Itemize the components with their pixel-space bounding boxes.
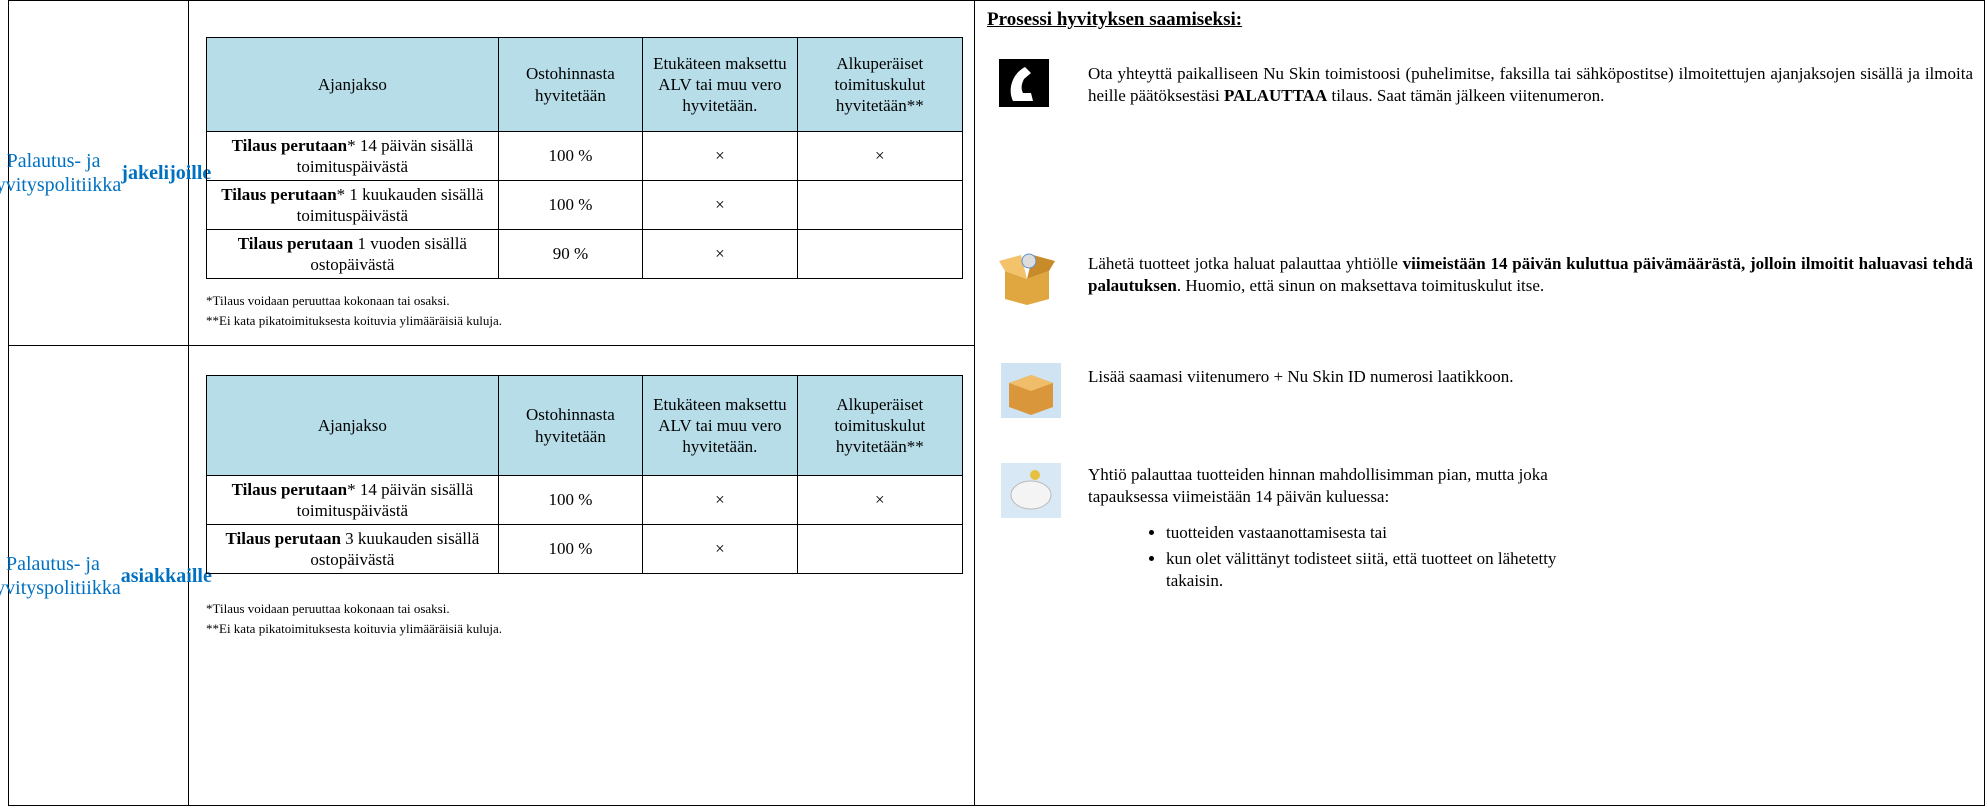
table-cell — [797, 181, 962, 230]
text-run: Tilaus perutaan — [221, 185, 336, 204]
header-cell: Ostohinnasta hyvitetään — [498, 376, 642, 476]
table-cell: Tilaus perutaan* 14 päivän sisällä toimi… — [207, 132, 499, 181]
section-distributors: Palautus- ja hyvityspolitiikka jakelijoi… — [8, 0, 975, 346]
section-label: Palautus- ja hyvityspolitiikka jakelijoi… — [9, 1, 189, 345]
table-cell: × — [643, 476, 798, 525]
table-cell: × — [643, 181, 798, 230]
page: Palautus- ja hyvityspolitiikka jakelijoi… — [0, 0, 1988, 806]
table-cell: Tilaus perutaan 3 kuukauden sisällä osto… — [207, 525, 499, 574]
section-customers: Palautus- ja hyvityspolitiikka asiakkail… — [8, 345, 975, 806]
header-cell: Alkuperäiset toimituskulut hyvitetään** — [797, 376, 962, 476]
table-cell: × — [797, 476, 962, 525]
text-run: asiakkaille — [121, 564, 212, 588]
table-cell: Tilaus perutaan* 14 päivän sisällä toimi… — [207, 476, 499, 525]
table-cell: Tilaus perutaan* 1 kuukauden sisällä toi… — [207, 181, 499, 230]
box-icon — [999, 249, 1055, 305]
package-icon — [1001, 363, 1061, 418]
header-cell: Alkuperäiset toimituskulut hyvitetään** — [797, 38, 962, 132]
table-row: Tilaus perutaan 1 vuoden sisällä ostopäi… — [207, 230, 963, 279]
table-row: Tilaus perutaan* 1 kuukauden sisällä toi… — [207, 181, 963, 230]
table-cell: 100 % — [498, 476, 642, 525]
text-run: Lisää saamasi viitenumero + Nu Skin ID n… — [1088, 367, 1514, 386]
note: **Ei kata pikatoimituksesta koituvia yli… — [206, 311, 502, 331]
table-cell: 100 % — [498, 181, 642, 230]
process-panel: Prosessi hyvityksen saamiseksi: Ota yhte… — [975, 0, 1985, 806]
bullet: tuotteiden vastaanottamisesta tai — [1166, 522, 1558, 544]
header-cell: Ajanjakso — [207, 376, 499, 476]
notes: *Tilaus voidaan peruuttaa kokonaan tai o… — [206, 291, 502, 331]
process-title: Prosessi hyvityksen saamiseksi: — [987, 9, 1242, 31]
table-cell: × — [797, 132, 962, 181]
note: *Tilaus voidaan peruuttaa kokonaan tai o… — [206, 291, 502, 311]
text-run: Tilaus perutaan — [226, 529, 341, 548]
text-run: Palautus- ja hyvityspolitiikka — [0, 149, 121, 197]
table-row: Tilaus perutaan* 14 päivän sisällä toimi… — [207, 476, 963, 525]
notes: *Tilaus voidaan peruuttaa kokonaan tai o… — [206, 599, 502, 639]
header-cell: Etukäteen maksettu ALV tai muu vero hyvi… — [643, 38, 798, 132]
table-cell: × — [643, 230, 798, 279]
bullet-list: tuotteiden vastaanottamisesta tai kun ole… — [1088, 522, 1558, 592]
text-run: Tilaus perutaan — [238, 234, 353, 253]
table-cell: × — [643, 132, 798, 181]
table-cell — [797, 525, 962, 574]
process-step: Yhtiö palauttaa tuotteiden hinnan mahdol… — [1088, 464, 1558, 596]
text-run: PALAUTTAA — [1224, 86, 1327, 105]
table-cell: 100 % — [498, 525, 642, 574]
process-step: Lähetä tuotteet jotka haluat palauttaa y… — [1088, 253, 1973, 297]
header-cell: Ajanjakso — [207, 38, 499, 132]
table-cell: 90 % — [498, 230, 642, 279]
piggybank-icon — [1001, 463, 1061, 518]
table-cell: Tilaus perutaan 1 vuoden sisällä ostopäi… — [207, 230, 499, 279]
process-step: Ota yhteyttä paikalliseen Nu Skin toimis… — [1088, 63, 1973, 107]
section-label: Palautus- ja hyvityspolitiikka asiakkail… — [9, 346, 189, 805]
header-cell: Etukäteen maksettu ALV tai muu vero hyvi… — [643, 376, 798, 476]
table-cell: 100 % — [498, 132, 642, 181]
text-run: Lähetä tuotteet jotka haluat palauttaa y… — [1088, 254, 1403, 273]
text-run: . Huomio, että sinun on maksettava toimi… — [1177, 276, 1544, 295]
table-row: Tilaus perutaan 3 kuukauden sisällä osto… — [207, 525, 963, 574]
table-cell: × — [643, 525, 798, 574]
text-run: Palautus- ja hyvityspolitiikka — [0, 552, 121, 600]
table-cell — [797, 230, 962, 279]
phone-icon — [999, 59, 1049, 107]
table-row: Tilaus perutaan* 14 päivän sisällä toimi… — [207, 132, 963, 181]
text-run: Yhtiö palauttaa tuotteiden hinnan mahdol… — [1088, 465, 1548, 506]
note: *Tilaus voidaan peruuttaa kokonaan tai o… — [206, 599, 502, 619]
note: **Ei kata pikatoimituksesta koituvia yli… — [206, 619, 502, 639]
header-cell: Ostohinnasta hyvitetään — [498, 38, 642, 132]
process-step: Lisää saamasi viitenumero + Nu Skin ID n… — [1088, 366, 1538, 388]
text-run: Tilaus perutaan — [232, 136, 347, 155]
bullet: kun olet välittänyt todisteet siitä, ett… — [1166, 548, 1558, 592]
text-run: Tilaus perutaan — [232, 480, 347, 499]
step-text: Yhtiö palauttaa tuotteiden hinnan mahdol… — [1088, 464, 1558, 508]
text-run: tilaus. Saat tämän jälkeen viitenumeron. — [1327, 86, 1604, 105]
text-run: jakelijoille — [121, 161, 211, 185]
